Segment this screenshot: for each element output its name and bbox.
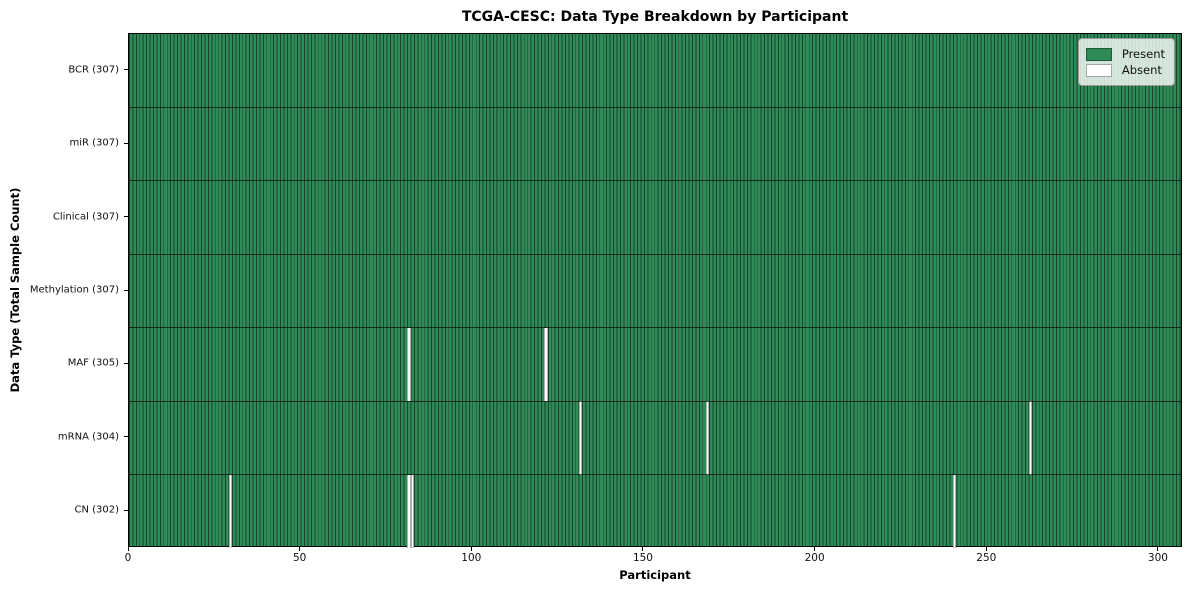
- chart-title: TCGA-CESC: Data Type Breakdown by Partic…: [461, 9, 849, 25]
- legend-entry-present: Present: [1085, 47, 1165, 61]
- x-tick-label: 50: [292, 552, 307, 564]
- absent-bar: [705, 401, 710, 475]
- y-tick-mark: [124, 362, 128, 364]
- row-separator: [129, 180, 1181, 182]
- y-tick-mark: [124, 142, 128, 144]
- absent-bar: [228, 474, 232, 548]
- plot-area: Present Absent: [128, 33, 1182, 548]
- row-label: miR (307): [69, 137, 119, 149]
- x-tick-mark: [1157, 547, 1159, 551]
- y-tick-mark: [124, 216, 128, 218]
- x-tick-label: 150: [632, 552, 653, 564]
- row-separator: [129, 474, 1181, 476]
- x-tick-label: 200: [804, 552, 825, 564]
- absent-bar: [1028, 401, 1032, 475]
- row-separator: [129, 327, 1181, 329]
- absent-bar: [407, 474, 411, 548]
- absent-bar: [407, 327, 411, 402]
- x-tick-mark: [127, 547, 129, 551]
- x-tick-label: 250: [976, 552, 997, 564]
- legend-label-present: Present: [1121, 47, 1165, 61]
- x-tick-mark: [642, 547, 644, 551]
- absent-bar: [578, 401, 583, 475]
- row-label: Clinical (307): [52, 211, 119, 223]
- absent-bar: [410, 474, 414, 548]
- present-swatch-icon: [1085, 47, 1112, 61]
- absent-bar: [544, 327, 548, 402]
- x-tick-mark: [814, 547, 816, 551]
- x-tick-label: 0: [124, 552, 132, 564]
- row-separator: [129, 106, 1181, 108]
- x-tick-mark: [299, 547, 301, 551]
- row-label: CN (302): [74, 504, 119, 516]
- x-tick-label: 100: [461, 552, 482, 564]
- x-tick-mark: [470, 547, 472, 551]
- row-label: BCR (307): [68, 64, 119, 76]
- row-label: Methylation (307): [29, 284, 119, 296]
- legend-label-absent: Absent: [1121, 63, 1162, 77]
- y-tick-mark: [124, 289, 128, 291]
- legend-entry-absent: Absent: [1085, 63, 1165, 77]
- absent-swatch-icon: [1085, 63, 1112, 77]
- row-label: mRNA (304): [57, 431, 119, 443]
- row-separator: [129, 253, 1181, 255]
- y-tick-mark: [124, 436, 128, 438]
- row-label: MAF (305): [67, 357, 119, 369]
- row-separator: [129, 400, 1181, 402]
- x-axis-title: Participant: [619, 568, 691, 582]
- absent-bar: [952, 474, 957, 548]
- y-tick-mark: [124, 509, 128, 511]
- x-tick-label: 300: [1147, 552, 1168, 564]
- y-tick-mark: [124, 69, 128, 71]
- x-tick-mark: [985, 547, 987, 551]
- legend: Present Absent: [1077, 38, 1175, 86]
